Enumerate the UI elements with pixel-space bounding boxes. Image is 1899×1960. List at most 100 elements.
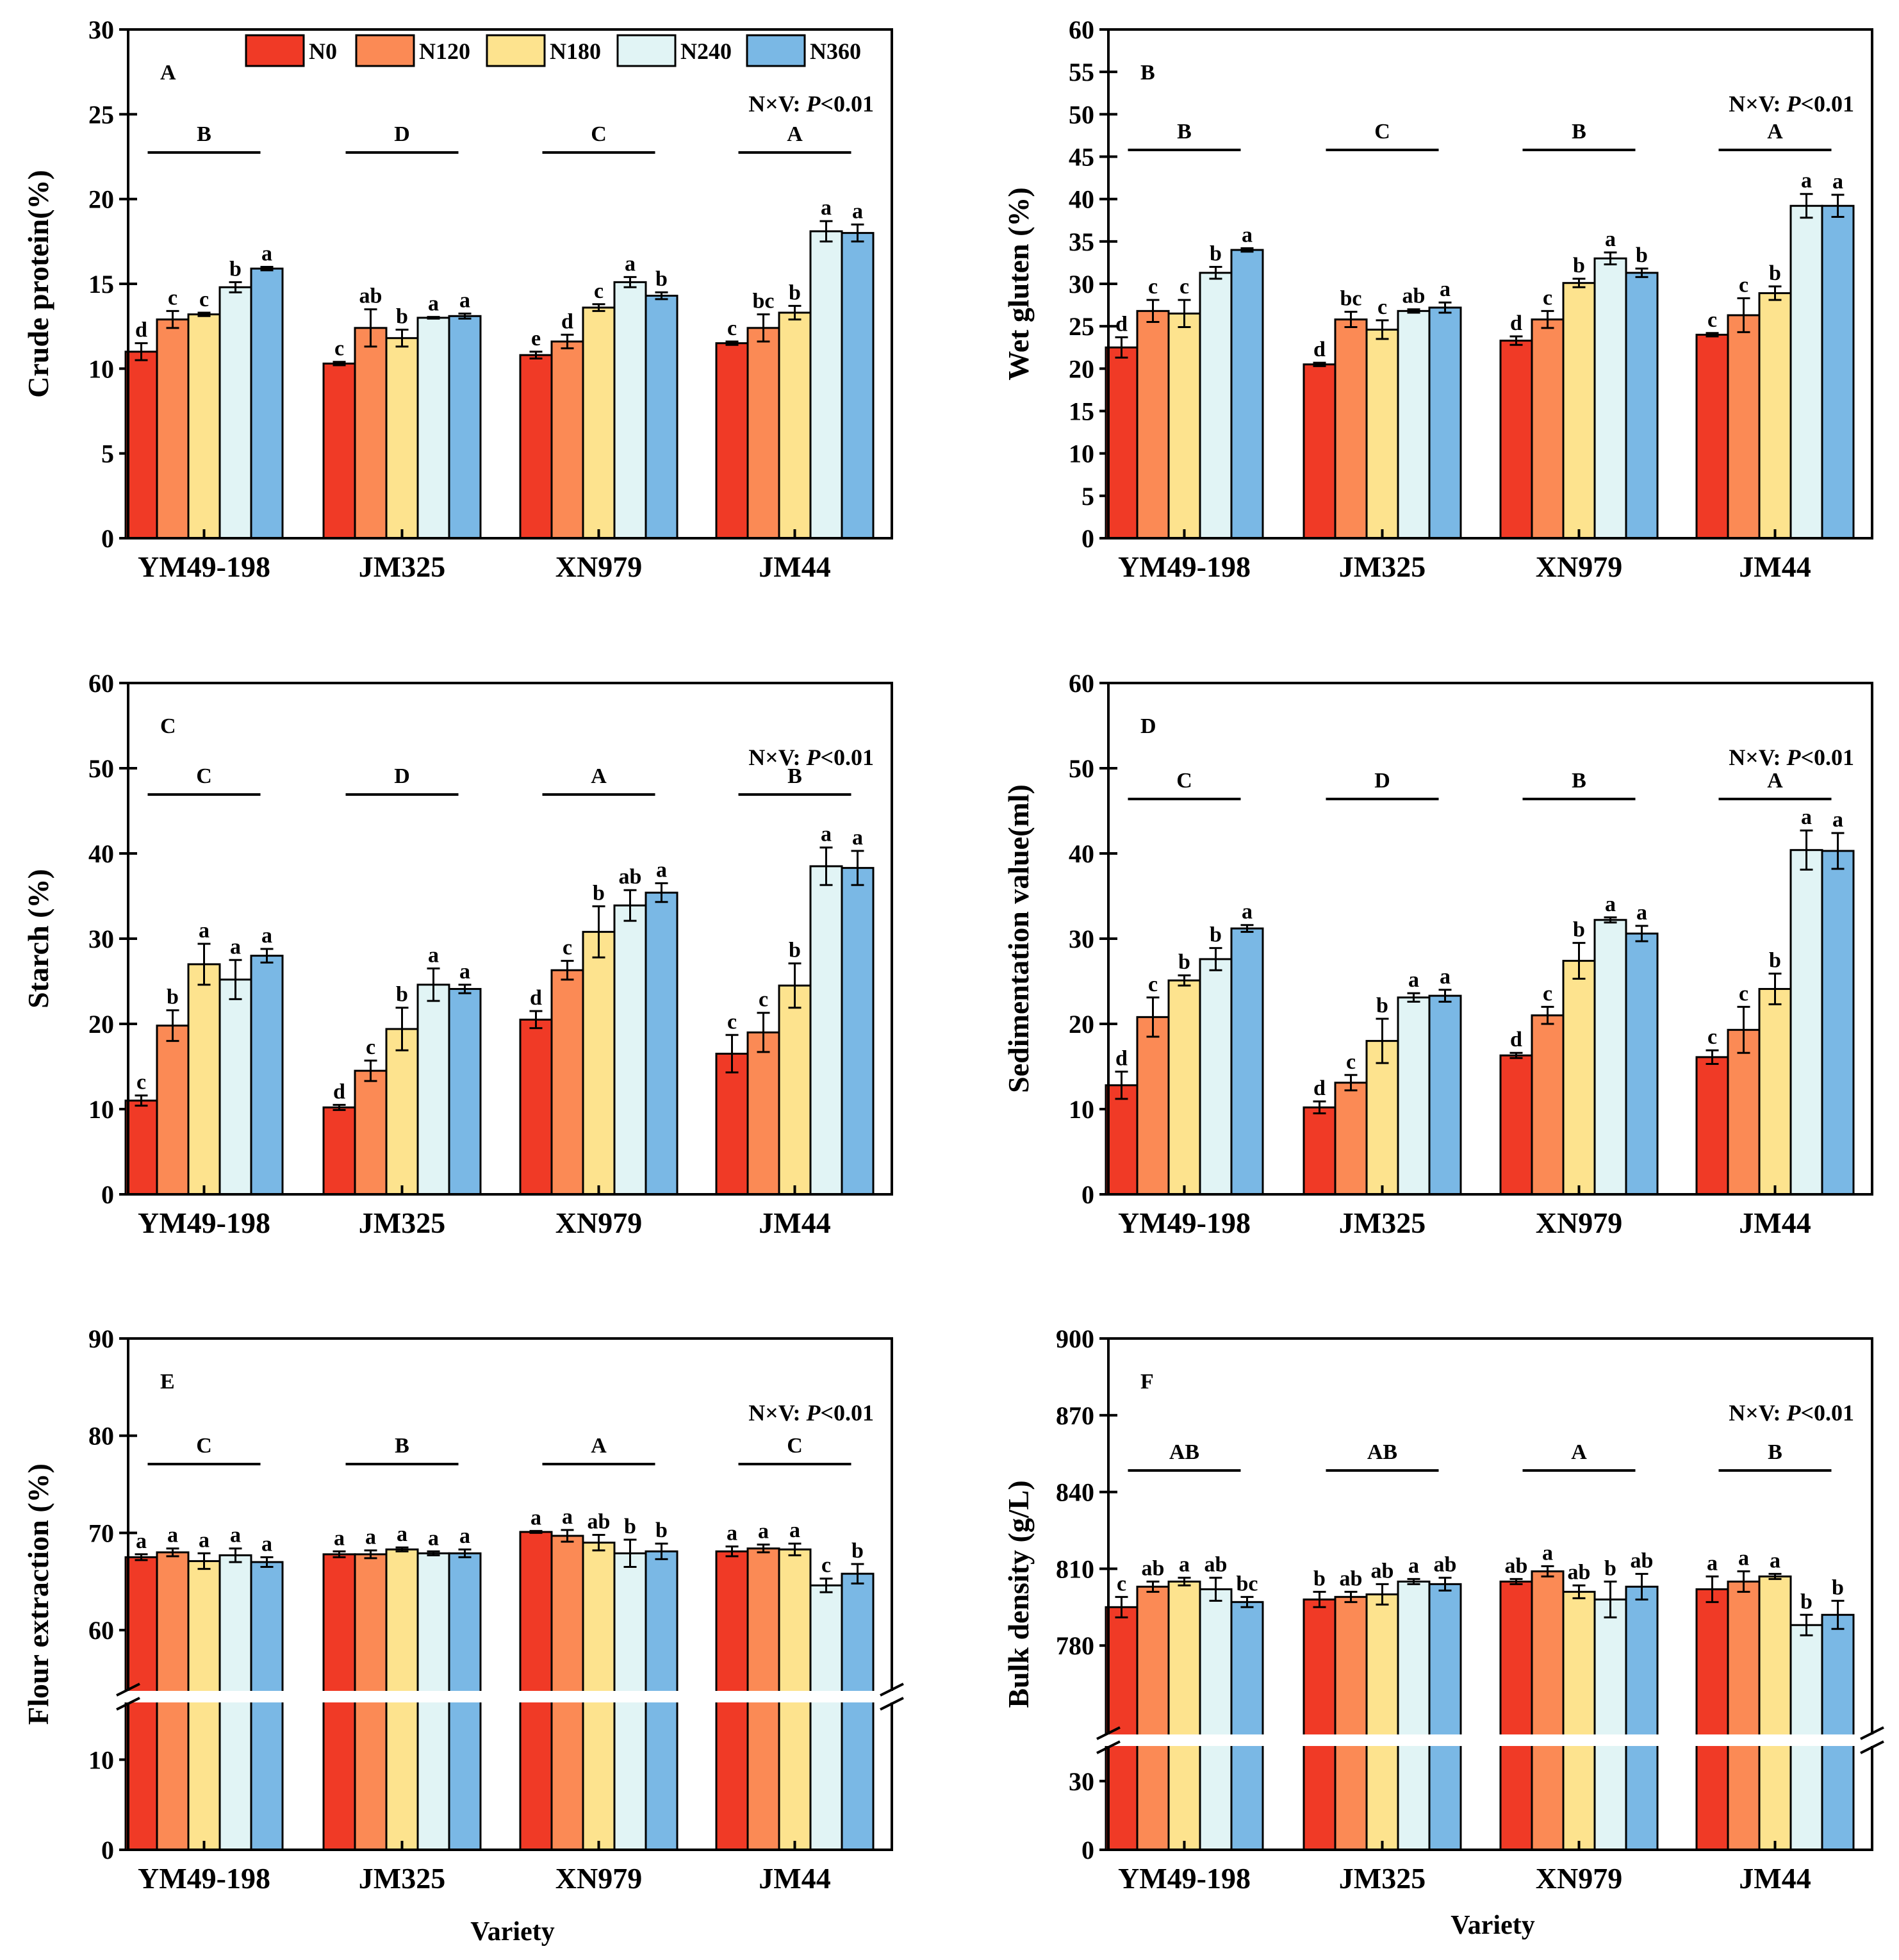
significance-letter: b — [1313, 1567, 1326, 1590]
y-tick-label: 20 — [1069, 1010, 1094, 1039]
bar-n0-xn979 — [1499, 1580, 1533, 1851]
bar-n0-ym49-198 — [1105, 346, 1139, 539]
y-tick-label: 840 — [1056, 1478, 1094, 1507]
axis-break-gap — [109, 1691, 911, 1702]
group-letter: B — [787, 764, 802, 788]
bar-n240-xn979 — [613, 904, 647, 1196]
plot-frame — [127, 1337, 893, 1851]
x-tick-label: JM325 — [359, 1862, 445, 1895]
y-tick-label: 15 — [88, 270, 114, 299]
plot-frame — [127, 28, 893, 539]
bar-n120-jm325 — [354, 327, 388, 539]
x-tick-label: YM49-198 — [138, 550, 270, 583]
y-tick-label: 0 — [101, 1180, 114, 1209]
group-letter: D — [1374, 769, 1390, 793]
group-letter: B — [395, 1434, 409, 1458]
bar-n120-xn979 — [550, 340, 584, 539]
x-tick-label: JM325 — [1339, 550, 1426, 583]
y-tick-label: 60 — [88, 1616, 114, 1645]
significance-letter: a — [1832, 170, 1843, 194]
significance-letter: a — [428, 292, 439, 316]
y-tick-label: 30 — [88, 925, 114, 953]
group-letter: D — [394, 764, 410, 788]
nxv-annotation: N×V: P<0.01 — [1729, 1400, 1854, 1426]
significance-letter: ab — [1371, 1559, 1394, 1583]
bar-n0-ym49-198 — [1105, 1084, 1139, 1196]
plot-frame — [127, 682, 893, 1196]
significance-letter: c — [1543, 982, 1552, 1005]
bar-n0-jm44 — [715, 1053, 749, 1196]
significance-letter: ab — [588, 1510, 611, 1533]
bar-n180-ym49-198 — [187, 1560, 221, 1851]
bar-n240-jm44 — [1789, 849, 1823, 1196]
group-letter: C — [1374, 120, 1390, 144]
significance-letter: b — [593, 881, 605, 905]
y-tick-label: 810 — [1056, 1554, 1094, 1583]
significance-letter: d — [135, 318, 147, 342]
significance-letter: c — [1707, 308, 1717, 332]
axis-break-mark — [1860, 1726, 1884, 1740]
bar-n0-jm325 — [322, 1106, 356, 1196]
y-tick-label: 0 — [1081, 1180, 1094, 1209]
x-axis-title-left: Variety — [470, 1917, 554, 1947]
y-tick-label: 35 — [1069, 227, 1094, 256]
significance-letter: b — [1832, 1576, 1844, 1599]
bar-n120-ym49-198 — [1136, 309, 1170, 539]
bar-n360-xn979 — [645, 891, 678, 1196]
group-letter: D — [394, 122, 410, 146]
group-letter: A — [591, 1434, 607, 1458]
x-tick-label: YM49-198 — [138, 1206, 270, 1239]
bar-n240-ym49-198 — [218, 286, 252, 539]
significance-letter: a — [334, 1526, 345, 1550]
bar-n180-jm325 — [1365, 328, 1399, 539]
bar-n360-xn979 — [1625, 1585, 1659, 1851]
bar-n180-ym49-198 — [1167, 1580, 1201, 1851]
significance-letter: d — [1313, 1076, 1326, 1100]
significance-letter: b — [655, 1519, 668, 1542]
significance-letter: a — [1408, 968, 1419, 992]
bar-n360-xn979 — [1625, 932, 1659, 1196]
significance-letter: a — [1832, 808, 1843, 832]
bar-n240-ym49-198 — [1199, 1588, 1233, 1851]
bar-n360-jm325 — [1428, 994, 1462, 1196]
significance-letter: b — [1573, 918, 1585, 942]
bar-n120-ym49-198 — [156, 1025, 190, 1196]
bar-n240-jm325 — [416, 317, 450, 539]
y-tick-label: 55 — [1069, 58, 1094, 86]
y-tick-label: 15 — [1069, 397, 1094, 426]
x-tick-label: YM49-198 — [138, 1862, 270, 1895]
x-tick-label: XN979 — [1536, 550, 1622, 583]
bar-n180-jm325 — [385, 1028, 419, 1196]
x-tick-label: JM44 — [1739, 1862, 1811, 1895]
y-tick-label: 25 — [1069, 312, 1094, 341]
bar-n240-jm44 — [809, 230, 843, 539]
bar-n180-jm44 — [1758, 1575, 1792, 1851]
bar-n360-jm44 — [1821, 1613, 1855, 1851]
plot-frame — [1107, 682, 1873, 1196]
significance-letter: a — [459, 1524, 470, 1548]
significance-letter: c — [594, 279, 604, 303]
significance-letter: a — [167, 1524, 178, 1547]
plot-frame — [1107, 1337, 1873, 1851]
significance-letter: a — [821, 196, 832, 220]
significance-letter: ab — [1434, 1552, 1457, 1576]
significance-letter: c — [1377, 295, 1387, 319]
bar-n120-xn979 — [1531, 318, 1565, 539]
significance-letter: a — [852, 199, 863, 223]
bar-n240-jm325 — [416, 984, 450, 1196]
bar-n180-ym49-198 — [1167, 979, 1201, 1196]
x-tick-label: XN979 — [555, 550, 642, 583]
axis-break-mark — [1860, 1740, 1884, 1754]
bar-n120-xn979 — [1531, 1570, 1565, 1851]
x-tick-label: XN979 — [555, 1206, 642, 1239]
y-tick-label: 10 — [88, 354, 114, 383]
significance-letter: a — [727, 1522, 737, 1545]
y-tick-label: 0 — [101, 1836, 114, 1865]
panel-letter: C — [160, 714, 176, 738]
significance-letter: ab — [1505, 1554, 1528, 1577]
y-tick-label: 30 — [1069, 1767, 1094, 1796]
panel-letter: F — [1140, 1370, 1154, 1394]
bar-n180-jm44 — [1758, 987, 1792, 1196]
